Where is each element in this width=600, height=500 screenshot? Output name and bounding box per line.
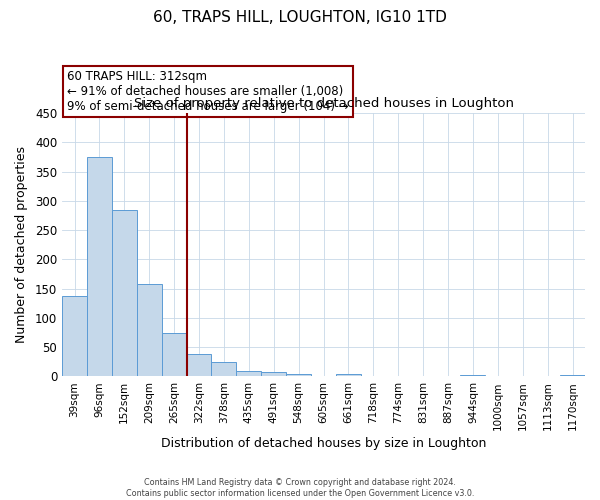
Bar [336, 374, 361, 376]
Text: 60 TRAPS HILL: 312sqm
← 91% of detached houses are smaller (1,008)
9% of semi-de: 60 TRAPS HILL: 312sqm ← 91% of detached … [67, 70, 349, 113]
Bar [87, 157, 112, 376]
Title: Size of property relative to detached houses in Loughton: Size of property relative to detached ho… [134, 98, 514, 110]
Bar [112, 210, 137, 376]
X-axis label: Distribution of detached houses by size in Loughton: Distribution of detached houses by size … [161, 437, 486, 450]
Bar [161, 332, 187, 376]
Y-axis label: Number of detached properties: Number of detached properties [15, 146, 28, 343]
Bar [211, 362, 236, 376]
Text: 60, TRAPS HILL, LOUGHTON, IG10 1TD: 60, TRAPS HILL, LOUGHTON, IG10 1TD [153, 10, 447, 25]
Bar [286, 374, 311, 376]
Bar [187, 354, 211, 376]
Bar [460, 374, 485, 376]
Bar [236, 370, 261, 376]
Bar [261, 372, 286, 376]
Bar [137, 284, 161, 376]
Text: Contains HM Land Registry data © Crown copyright and database right 2024.
Contai: Contains HM Land Registry data © Crown c… [126, 478, 474, 498]
Bar [62, 296, 87, 376]
